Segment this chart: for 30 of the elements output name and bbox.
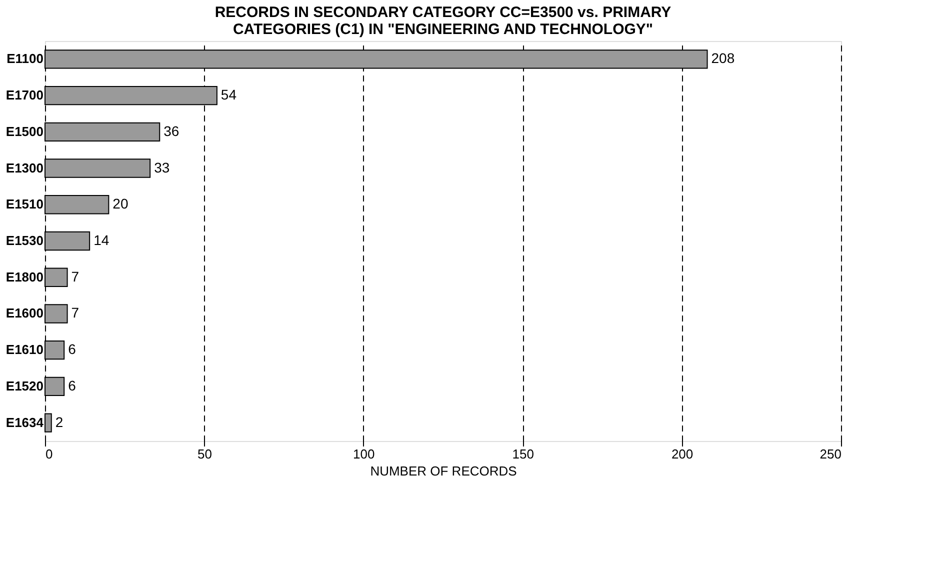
y-tick-label: E1100: [6, 51, 44, 66]
y-tick-label: E1800: [6, 269, 44, 284]
data-label: 14: [94, 232, 110, 248]
y-tick-label: E1610: [6, 342, 44, 358]
data-label: 20: [112, 196, 128, 212]
y-tick-label: E1700: [6, 88, 44, 103]
y-tick-label: E1300: [6, 160, 44, 176]
data-label: 2: [55, 414, 64, 430]
data-label: 6: [68, 341, 76, 358]
data-label: 36: [164, 122, 180, 139]
x-tick-label: 0: [46, 446, 53, 462]
y-tick-label: E1510: [6, 196, 44, 212]
x-tick-label: 250: [820, 446, 842, 462]
data-label: 6: [68, 377, 76, 394]
x-tick-label: 200: [671, 446, 694, 462]
x-tick-label: 150: [512, 446, 534, 462]
y-tick-label: E1500: [6, 124, 44, 139]
chart-title: RECORDS IN SECONDARY CATEGORY CC=E3500 vs. PRIMARY CATEGORIES (C1) IN "ENGINEERING AND TECHNOLOGY": [214, 4, 672, 38]
y-tick-label: E1530: [6, 233, 44, 248]
data-label: 7: [71, 304, 80, 321]
x-tick-label: 50: [197, 446, 212, 462]
x-tick-label: 100: [353, 446, 375, 462]
y-tick-label: E1600: [6, 306, 44, 321]
data-label: 208: [711, 50, 735, 66]
x-axis-title: NUMBER OF RECORDS: [370, 464, 518, 478]
y-tick-label: E1520: [6, 378, 44, 394]
data-label: 54: [220, 86, 237, 103]
data-label: 7: [71, 268, 80, 284]
y-tick-label: E1634: [6, 414, 44, 430]
data-label: 33: [154, 159, 170, 176]
